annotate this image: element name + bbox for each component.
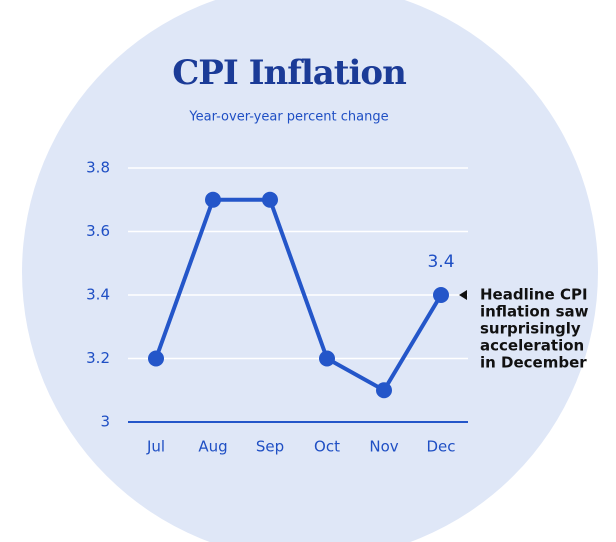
point [319,350,335,367]
point [433,287,449,303]
chart-subtitle: Year-over-year percent change [188,110,388,125]
point [148,350,164,367]
chart-title: CPI Inflation [172,53,406,93]
annotation: inflation saw [480,303,589,321]
y-tick-label: 3.6 [86,222,110,240]
annotation: in December [480,354,587,372]
line [154,197,443,393]
point [376,382,392,399]
annotation-arrow [459,290,467,300]
x-tick-label: Jul [146,438,165,456]
annotation: acceleration [480,337,584,355]
annotation: Headline CPI [480,286,588,304]
y-tick-label: 3.4 [86,286,110,304]
x-tick-label: Dec [426,438,455,456]
x-tick-label: Aug [198,438,227,456]
point [205,191,221,208]
data-label: 3.4 [427,252,454,272]
y-tick-label: 3 [100,413,110,431]
x-tick-label: Oct [314,438,340,456]
background-circle [22,0,598,542]
y-tick-label: 3.8 [86,159,110,177]
annotation: surprisingly [480,320,581,338]
y-tick-label: 3.2 [86,349,110,367]
x-tick-label: Sep [256,438,284,456]
point [262,191,278,208]
x-tick-label: Nov [369,438,398,456]
